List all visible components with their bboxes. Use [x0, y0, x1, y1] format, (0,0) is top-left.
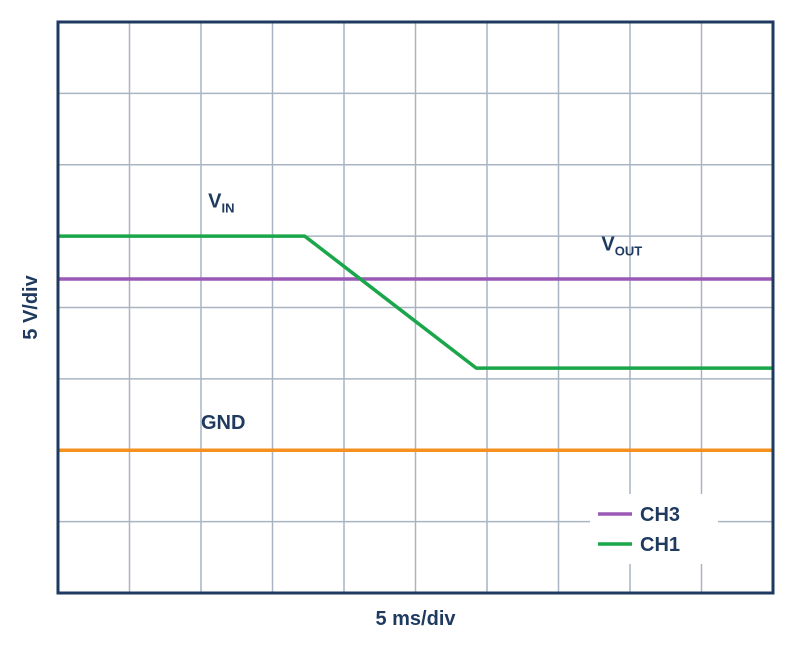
legend-box [590, 494, 718, 564]
x-axis-label: 5 ms/div [375, 608, 456, 630]
traces [58, 234, 773, 452]
annotations: VIN VOUT GND [201, 191, 642, 434]
plot-frame [56, 20, 775, 595]
ch1-trace [58, 234, 773, 370]
legend-label-ch3: CH3 [640, 504, 680, 526]
gnd-label: GND [201, 412, 245, 434]
vout-label: VOUT [601, 233, 642, 258]
legend-label-ch1: CH1 [640, 534, 680, 556]
y-axis-label: 5 V/div [20, 274, 42, 339]
vin-label: VIN [208, 191, 234, 216]
